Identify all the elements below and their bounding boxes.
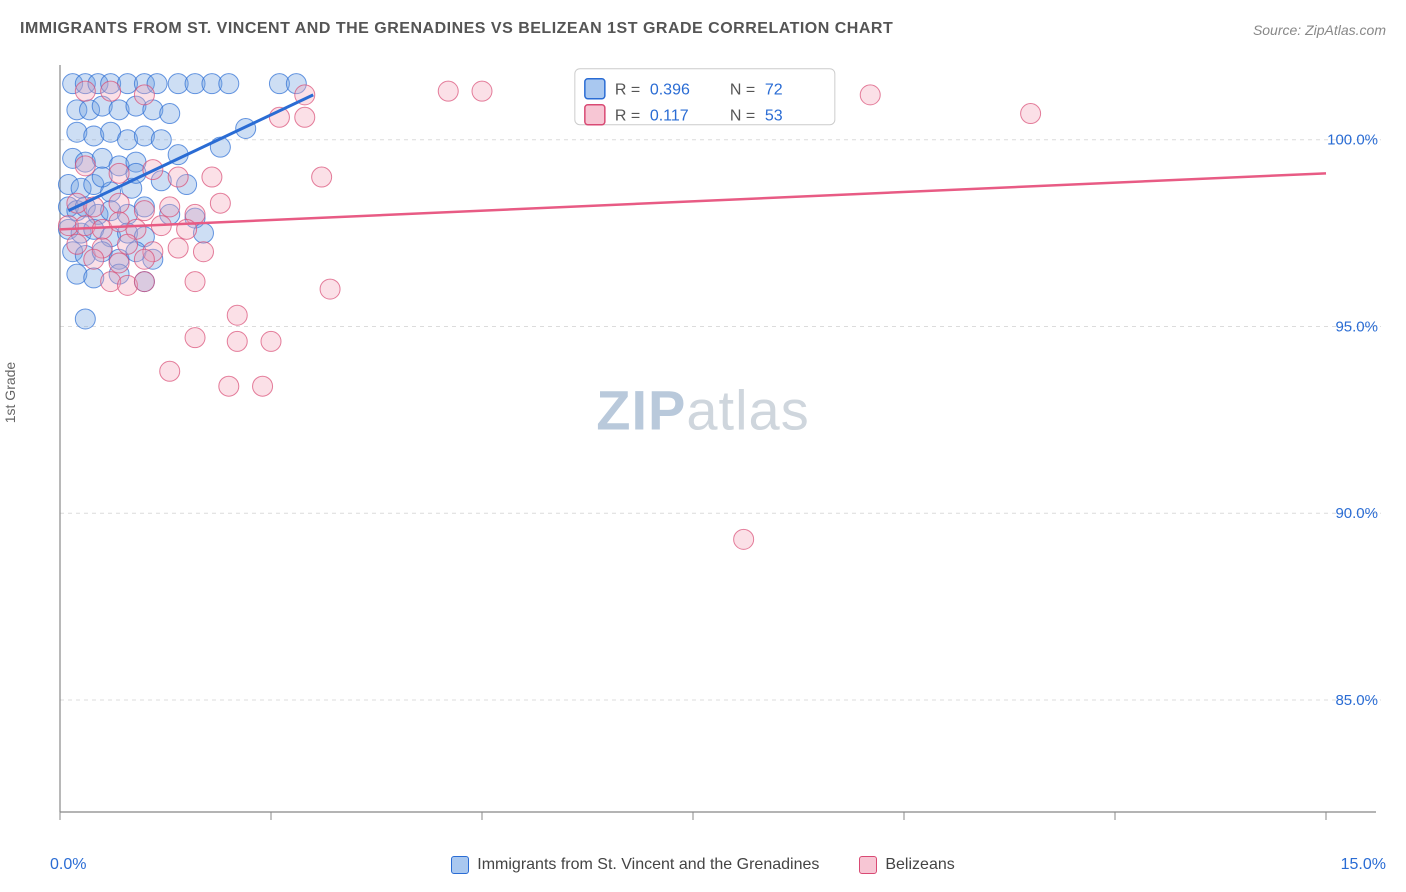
- legend-label: Belizeans: [885, 856, 954, 874]
- legend-swatch-icon: [451, 856, 469, 874]
- svg-text:95.0%: 95.0%: [1335, 318, 1378, 335]
- svg-text:100.0%: 100.0%: [1327, 132, 1378, 149]
- legend-swatch-icon: [859, 856, 877, 874]
- svg-text:53: 53: [765, 108, 783, 125]
- svg-text:0.117: 0.117: [650, 108, 689, 125]
- bottom-legend: Immigrants from St. Vincent and the Gren…: [0, 856, 1406, 874]
- svg-text:R =: R =: [615, 108, 640, 125]
- svg-text:85.0%: 85.0%: [1335, 692, 1378, 709]
- y-axis-label: 1st Grade: [2, 362, 18, 423]
- legend-item-series1: Immigrants from St. Vincent and the Gren…: [451, 856, 819, 874]
- chart-canvas: 85.0% 90.0% 95.0% 100.0% R = 0.396 N = 72 R = 0.…: [50, 50, 1386, 832]
- svg-text:N =: N =: [730, 108, 755, 125]
- svg-text:72: 72: [765, 82, 783, 99]
- legend-label: Immigrants from St. Vincent and the Gren…: [477, 856, 819, 874]
- source-attribution: Source: ZipAtlas.com: [1253, 22, 1386, 38]
- svg-text:R =: R =: [615, 82, 640, 99]
- scatter-chart: 85.0% 90.0% 95.0% 100.0% R = 0.396 N = 72 R = 0.…: [50, 50, 1386, 832]
- svg-text:90.0%: 90.0%: [1335, 505, 1378, 522]
- svg-text:0.396: 0.396: [650, 82, 690, 99]
- chart-title: IMMIGRANTS FROM ST. VINCENT AND THE GREN…: [20, 20, 893, 38]
- svg-text:N =: N =: [730, 82, 755, 99]
- legend-item-series2: Belizeans: [859, 856, 954, 874]
